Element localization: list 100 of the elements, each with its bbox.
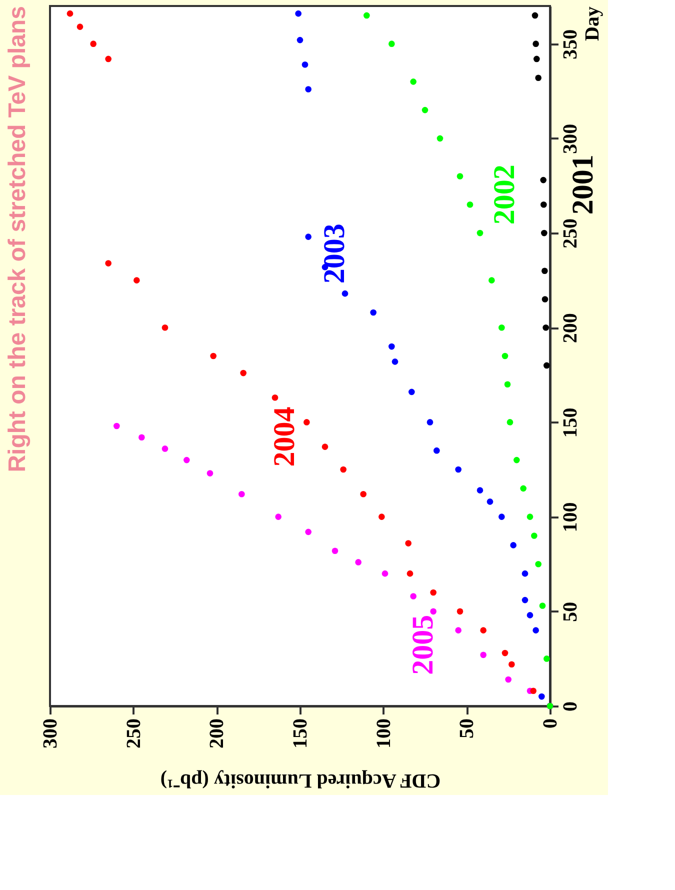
point — [542, 324, 549, 331]
point — [539, 602, 546, 609]
point — [506, 419, 514, 426]
text: Right on the track of stretched TeV plans — [4, 6, 31, 472]
point — [332, 548, 338, 554]
point — [505, 676, 512, 683]
point — [206, 470, 214, 476]
point — [508, 661, 515, 668]
point — [455, 627, 462, 634]
point — [162, 446, 168, 452]
point — [541, 230, 548, 236]
point — [305, 86, 312, 92]
point — [238, 490, 245, 498]
point — [434, 447, 440, 454]
point — [114, 422, 120, 430]
point — [544, 656, 550, 662]
point — [382, 570, 388, 577]
point — [456, 173, 464, 180]
point — [498, 324, 505, 331]
point — [426, 419, 434, 426]
point — [430, 589, 436, 596]
x-tick-label: 0 — [540, 718, 562, 728]
point — [408, 388, 415, 396]
point — [510, 542, 516, 548]
point — [134, 277, 140, 284]
point — [526, 514, 534, 520]
point — [340, 466, 346, 473]
point — [388, 40, 395, 47]
point — [532, 12, 538, 19]
point — [184, 456, 190, 464]
point — [466, 201, 474, 208]
point — [305, 234, 312, 240]
point — [522, 596, 528, 604]
point — [295, 10, 302, 17]
x-tick-label: 150 — [290, 718, 312, 748]
point — [90, 40, 96, 47]
point — [535, 560, 542, 568]
point — [364, 12, 370, 19]
text: 2003 — [318, 224, 351, 284]
text: 2002 — [488, 164, 521, 225]
point — [388, 343, 395, 350]
x-tick-label: 250 — [122, 718, 145, 748]
point — [455, 466, 462, 473]
point — [532, 40, 539, 47]
point — [480, 652, 486, 658]
y-tick-label: 250 — [560, 218, 582, 249]
point — [456, 608, 464, 615]
point — [544, 362, 550, 369]
point — [522, 570, 528, 577]
point — [542, 296, 548, 302]
text: 2004 — [268, 406, 301, 467]
point — [542, 268, 548, 274]
point — [275, 514, 282, 520]
point — [535, 74, 542, 82]
point — [514, 456, 520, 464]
point — [355, 559, 362, 566]
point — [476, 487, 484, 494]
point — [502, 352, 508, 360]
point — [410, 593, 416, 600]
y-tick-label: 300 — [560, 124, 582, 154]
point — [138, 434, 145, 441]
point — [66, 10, 74, 17]
point — [502, 650, 508, 656]
x-tick-label: 50 — [456, 718, 478, 738]
point — [105, 56, 112, 62]
y-tick-label: 350 — [560, 29, 582, 60]
y-tick-label: 0 — [560, 702, 582, 712]
x-tick-label: 100 — [372, 718, 395, 748]
text: 2005 — [406, 614, 440, 675]
point — [476, 230, 484, 236]
point — [272, 394, 278, 401]
point — [480, 627, 486, 634]
point — [162, 324, 168, 331]
point — [210, 352, 216, 360]
point — [534, 56, 540, 62]
point — [240, 370, 246, 376]
y-tick-label: 150 — [560, 408, 582, 438]
point — [378, 514, 385, 520]
point — [540, 176, 546, 184]
point — [305, 528, 312, 536]
point — [540, 201, 547, 208]
point — [302, 61, 308, 68]
point — [422, 106, 428, 114]
point — [488, 277, 495, 284]
point — [520, 485, 526, 492]
point — [436, 135, 444, 142]
point — [322, 444, 328, 450]
point — [370, 309, 376, 316]
point — [504, 381, 511, 388]
point — [360, 490, 366, 498]
y-tick-label: 100 — [560, 502, 582, 532]
point — [304, 419, 310, 426]
point — [296, 36, 304, 44]
point — [392, 358, 398, 365]
y-axis-title: Day — [582, 6, 604, 41]
point — [406, 570, 414, 577]
point — [410, 78, 416, 85]
point — [531, 532, 538, 539]
point — [342, 290, 348, 297]
point — [430, 608, 436, 615]
